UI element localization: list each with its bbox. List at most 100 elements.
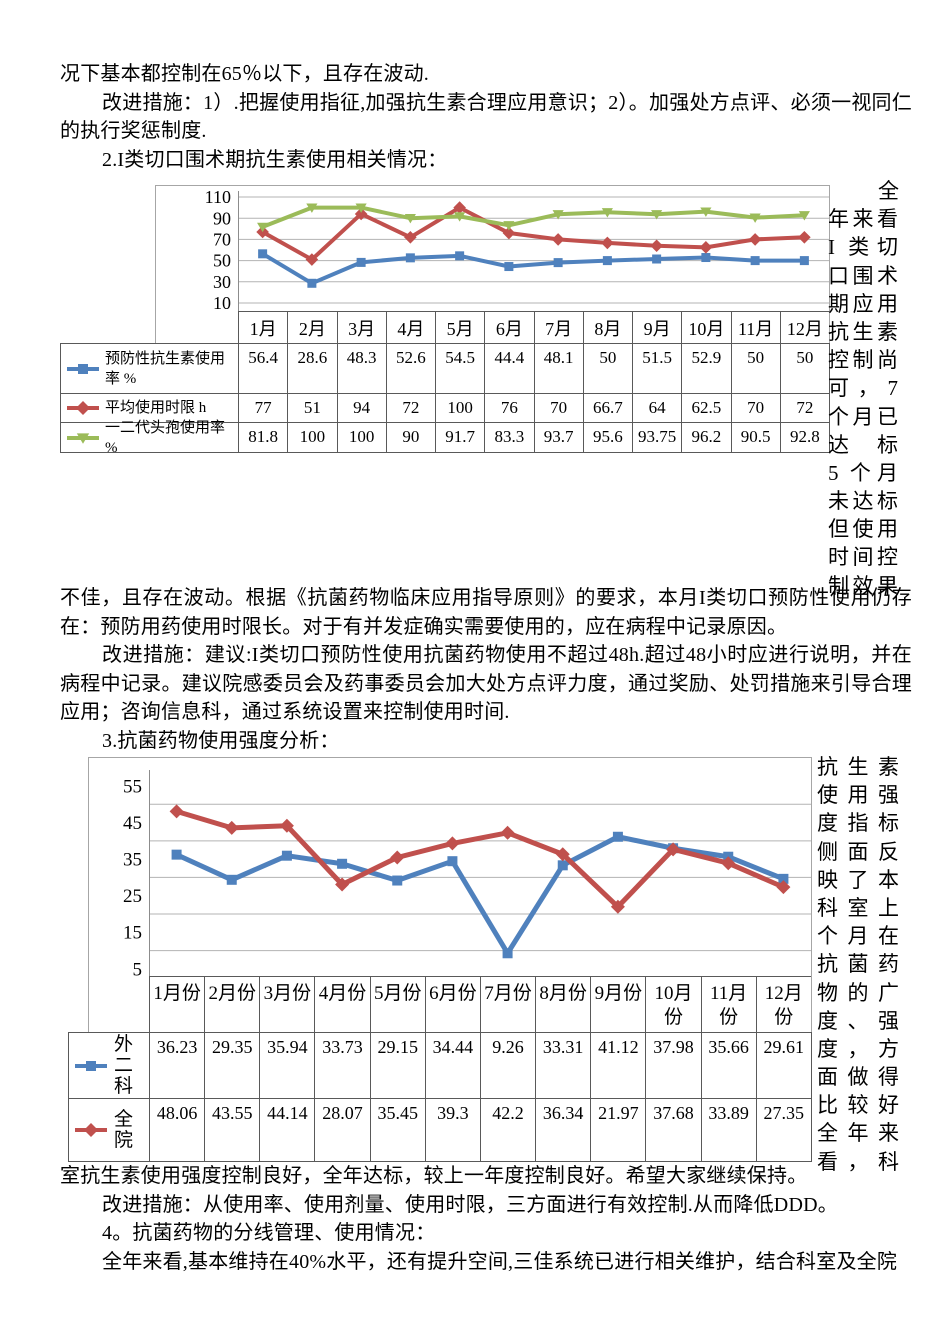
- paragraph: 不佳，且存在波动。根据《抗菌药物临床应用指导原则》的要求，本月I类切口预防性使用…: [60, 587, 912, 638]
- value-cell: 21.97: [590, 1099, 645, 1161]
- paragraph: 改进措施：从使用率、使用剂量、使用时限，三方面进行有效控制.从而降低DDD。: [102, 1193, 838, 1216]
- month-header-cell: 3月: [336, 312, 386, 343]
- series-marker-square: [750, 256, 760, 266]
- month-header-cell: 1月: [238, 312, 287, 343]
- legend-key-icon: [67, 401, 99, 415]
- value-cell: 52.9: [681, 344, 730, 393]
- series-marker-diamond: [748, 233, 762, 246]
- series-marker-square: [455, 251, 465, 261]
- legend-key-icon: [67, 363, 99, 374]
- month-header-cell: 9月份: [590, 977, 645, 1032]
- month-header-cell: 12月: [779, 312, 829, 343]
- side-text-line: 科室上: [817, 895, 899, 920]
- series-marker-square: [281, 850, 292, 861]
- series-marker-diamond: [224, 820, 239, 835]
- side-text-line: 全: [878, 179, 899, 203]
- paragraph: 4。抗菌药物的分线管理、使用情况：: [102, 1222, 436, 1244]
- side-text-line: 可，7: [828, 376, 898, 401]
- month-header-cell: 2月份: [204, 977, 259, 1032]
- side-text-line: 映了本: [817, 867, 899, 892]
- chart2-data-table: 外二科 36.23 29.35 35.94 33.73 29.15 34.44 9.26 33.…: [68, 1032, 812, 1162]
- month-header-cell: 10月份: [645, 977, 700, 1032]
- series-marker-triangle: [404, 214, 416, 224]
- series-marker-square: [504, 262, 514, 272]
- series-marker-diamond: [84, 1123, 98, 1137]
- series-marker-square: [602, 256, 612, 266]
- value-cell: 33.31: [535, 1033, 590, 1098]
- value-cell: 37.68: [645, 1099, 700, 1161]
- chart2-plot: 55 45 35 25 15 5: [123, 770, 811, 976]
- series-marker-triangle: [651, 210, 663, 220]
- chart2-object[interactable]: 55 45 35 25 15 5 1月份 2月份 3月份 4月份 5月份 6月份 7月份 8月份 9月份 1…: [88, 757, 812, 1032]
- month-header-cell: 3月份: [259, 977, 314, 1032]
- series-line: [260, 205, 807, 229]
- series-marker-diamond: [650, 239, 663, 253]
- value-cell: 50: [582, 344, 632, 393]
- series-marker-triangle: [306, 203, 318, 213]
- side-text-line: 控制尚: [828, 348, 898, 373]
- value-cell: 29.61: [755, 1033, 811, 1098]
- side-text-line: 度，方: [817, 1036, 899, 1061]
- series-marker-square: [778, 873, 789, 884]
- series-line: [174, 808, 786, 910]
- month-header-cell: 8月份: [535, 977, 590, 1032]
- series-marker-square: [553, 258, 563, 268]
- series-marker-square: [405, 253, 415, 263]
- side-text-line: 物的广: [817, 980, 899, 1005]
- chart1-object[interactable]: 110 90 70 50 30 10 1月 2月 3月 4月 5月 6月 7月 8月 9月 10月 11月 12…: [155, 185, 830, 343]
- series-marker-diamond: [76, 401, 90, 415]
- series-marker-diamond: [776, 880, 791, 895]
- value-cell: 91.7: [435, 423, 484, 452]
- value-cell: 51.5: [632, 344, 681, 393]
- series-row: 平均使用时限 h 77 51 94 72 100 76 70 66.7 64 62.5 70 72: [61, 393, 829, 422]
- series-line: [260, 205, 807, 262]
- value-cell: 70: [730, 394, 780, 422]
- series-label: 一二代头孢使用率 %: [105, 419, 226, 456]
- series-marker-diamond: [335, 877, 350, 892]
- month-header-cell: 4月份: [314, 977, 369, 1032]
- side-text-line: 使用强: [817, 783, 899, 808]
- value-cell: 93.75: [632, 423, 681, 452]
- value-cell: 48.06: [149, 1099, 204, 1161]
- series-marker-square: [171, 849, 182, 860]
- legend-key-icon: [67, 432, 99, 444]
- series-label: 平均使用时限 h: [105, 400, 207, 416]
- value-cell: 66.7: [582, 394, 632, 422]
- series-marker-triangle: [700, 207, 712, 217]
- value-cell: 9.26: [479, 1033, 535, 1098]
- value-cell: 76: [484, 394, 533, 422]
- series-row: 一二代头孢使用率 % 81.8 100 100 90 91.7 83.3 93.7 95.6 93…: [61, 420, 829, 456]
- value-cell: 51: [287, 394, 336, 422]
- series-marker-diamond: [551, 233, 565, 246]
- series-label: 外二科: [113, 1034, 133, 1097]
- series-marker-triangle: [257, 222, 269, 233]
- value-cell: 29.15: [369, 1033, 425, 1098]
- y-axis-tick-label: 5: [133, 959, 143, 976]
- value-cell: 90: [385, 423, 435, 452]
- side-text-line: 看，科: [817, 1149, 899, 1174]
- value-cell: 44.14: [259, 1099, 314, 1161]
- side-text-line: 抗生素: [817, 755, 899, 779]
- series-marker-diamond: [500, 825, 515, 840]
- value-cell: 100: [336, 423, 386, 452]
- series-marker-diamond: [354, 207, 368, 221]
- legend-key-icon: [75, 1123, 107, 1137]
- y-axis-tick-label: 110: [205, 187, 231, 207]
- value-cell: 48.1: [533, 344, 583, 393]
- series-marker-triangle: [503, 221, 515, 231]
- y-axis-tick-label: 15: [123, 923, 142, 944]
- series-marker-square: [799, 256, 809, 266]
- series-legend-cell: 预防性抗生素使用率 %: [61, 344, 238, 393]
- series-legend-cell: 全院: [69, 1099, 149, 1161]
- value-cell: 35.66: [700, 1033, 756, 1098]
- series-marker-diamond: [390, 850, 405, 865]
- month-header-cell: 1月份: [149, 977, 204, 1032]
- series-marker-triangle: [76, 432, 90, 444]
- series-marker-triangle: [552, 210, 564, 220]
- value-cell: 64: [632, 394, 681, 422]
- value-cell: 77: [238, 394, 287, 422]
- series-marker-triangle: [798, 211, 810, 221]
- month-header-cell: 5月: [435, 312, 484, 343]
- value-cell: 29.35: [204, 1033, 259, 1098]
